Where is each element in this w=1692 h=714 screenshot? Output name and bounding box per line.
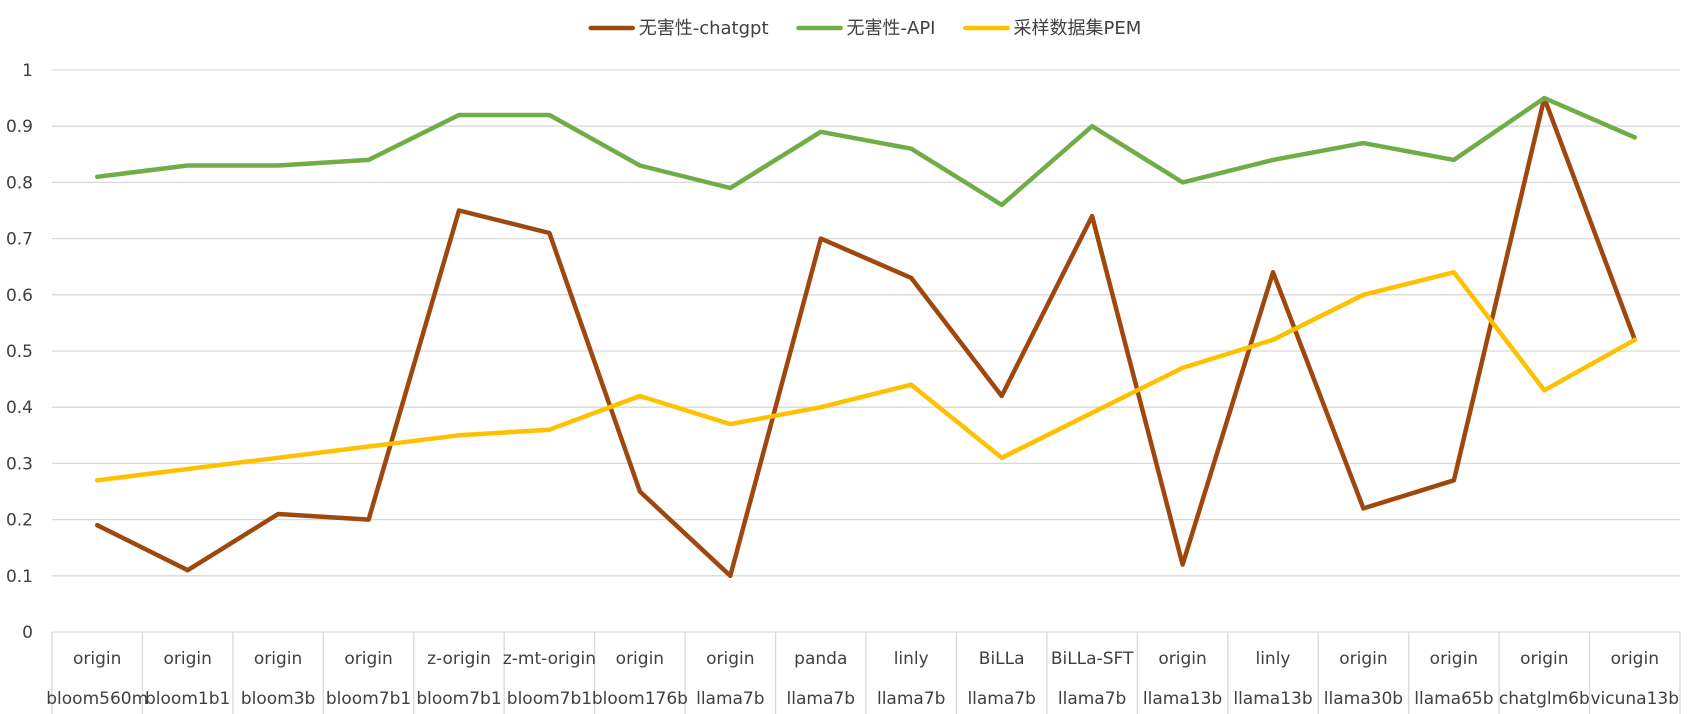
x-category-group-label: BiLLa-SFT	[1051, 649, 1134, 669]
x-category-model-label: bloom1b1	[145, 689, 230, 709]
x-category-group-label: origin	[1520, 649, 1568, 669]
y-tick-label: 0.2	[6, 511, 33, 531]
x-category-group-label: BiLLa	[979, 649, 1025, 669]
y-tick-label: 1	[22, 61, 33, 81]
series-line	[94, 95, 1638, 579]
y-tick-label: 0.8	[6, 173, 33, 193]
x-category-group-label: origin	[1430, 649, 1478, 669]
x-category-model-label: bloom560m	[46, 689, 148, 709]
x-category-model-label: llama65b	[1414, 689, 1493, 709]
x-category-group-label: linly	[1255, 649, 1290, 669]
legend-label: 无害性-chatgpt	[639, 18, 769, 39]
x-category-model-label: llama13b	[1233, 689, 1312, 709]
x-category-group-label: z-origin	[427, 649, 491, 669]
x-category-group-label: linly	[894, 649, 929, 669]
y-axis: 0 0.1 0.2 0.3 0.4 0.5 0.6 0.7 0.8 0.9 1	[6, 61, 33, 643]
legend-label: 采样数据集PEM	[1014, 18, 1142, 39]
x-category-group-label: origin	[73, 649, 121, 669]
x-category-model-label: llama13b	[1143, 689, 1222, 709]
y-tick-label: 0.9	[6, 117, 33, 137]
x-axis-category-table: origin bloom560m origin bloom1b1 origin bloom…	[46, 632, 1681, 714]
y-tick-label: 0	[22, 623, 33, 643]
x-category-group-label: panda	[794, 649, 847, 669]
y-tick-label: 0.1	[6, 567, 33, 587]
series-lines	[94, 95, 1638, 579]
y-tick-label: 0.3	[6, 454, 33, 474]
y-tick-label: 0.7	[6, 230, 33, 250]
x-category-model-label: llama7b	[1058, 689, 1126, 709]
series-line	[94, 95, 1638, 208]
x-category-model-label: llama7b	[877, 689, 945, 709]
x-category-group-label: origin	[706, 649, 754, 669]
x-category-group-label: origin	[1339, 649, 1387, 669]
x-category-group-label: origin	[344, 649, 392, 669]
x-category-model-label: llama7b	[967, 689, 1035, 709]
x-category-model-label: chatglm6b	[1499, 689, 1590, 709]
x-category-group-label: origin	[1158, 649, 1206, 669]
x-category-model-label: vicuna13b	[1591, 689, 1680, 709]
x-category-model-label: bloom3b	[241, 689, 315, 709]
x-category-model-label: bloom7b1	[416, 689, 501, 709]
legend-label: 无害性-API	[847, 18, 936, 39]
gridlines	[52, 69, 1680, 633]
x-category-model-label: llama7b	[696, 689, 764, 709]
x-category-group-label: z-mt-origin	[503, 649, 596, 669]
y-tick-label: 0.6	[6, 286, 33, 306]
x-category-group-label: origin	[616, 649, 664, 669]
x-category-model-label: llama30b	[1324, 689, 1403, 709]
x-category-model-label: llama7b	[787, 689, 855, 709]
legend: 无害性-chatgpt 无害性-API 采样数据集PEM	[588, 18, 1142, 39]
series-line	[94, 270, 1638, 483]
x-category-model-label: bloom7b1	[326, 689, 411, 709]
y-tick-label: 0.5	[6, 342, 33, 362]
x-category-group-label: origin	[1611, 649, 1659, 669]
y-tick-label: 0.4	[6, 398, 33, 418]
x-category-group-label: origin	[163, 649, 211, 669]
x-category-model-label: bloom7b1	[507, 689, 592, 709]
x-category-model-label: bloom176b	[592, 689, 688, 709]
x-category-group-label: origin	[254, 649, 302, 669]
